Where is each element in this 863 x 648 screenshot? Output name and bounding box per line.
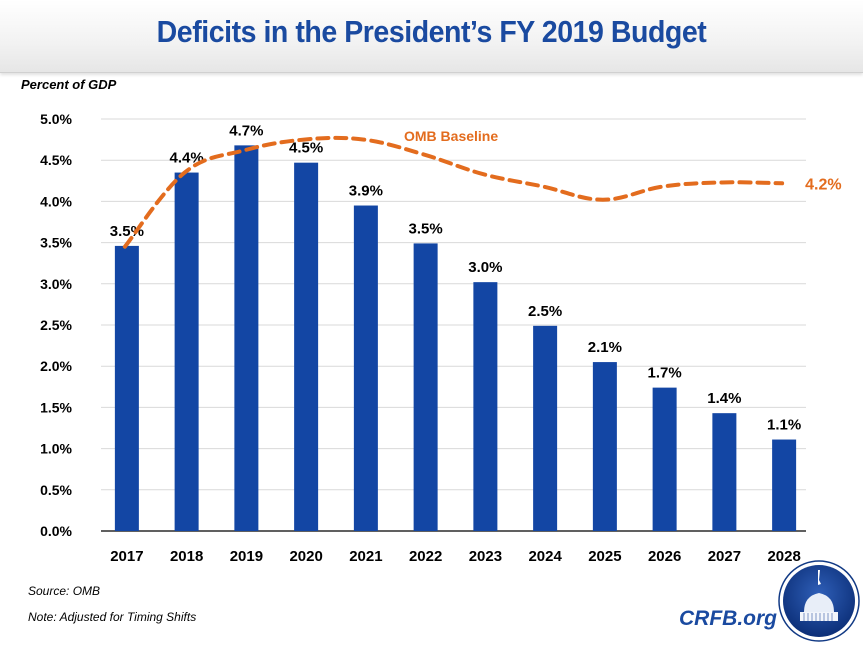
omb-baseline-end-label: 4.2% xyxy=(805,176,841,193)
chart-title: Deficits in the President’s FY 2019 Budg… xyxy=(156,14,707,49)
y-tick-label: 1.0% xyxy=(40,441,72,457)
bar xyxy=(294,162,319,531)
x-tick-label: 2023 xyxy=(469,548,502,565)
bar-data-label: 1.7% xyxy=(648,365,682,382)
data-labels: 3.5% 4.4% 4.7% 4.5% 3.9% 3.5% 3.0% 2.5% 2.1% 1.7%… xyxy=(110,122,801,433)
brand-link[interactable]: CRFB.org xyxy=(679,607,777,630)
x-axis-ticks: 2017 2018 2019 2020 2021 2022 2023 2024 2025 2026… xyxy=(110,548,801,565)
x-tick-label: 2024 xyxy=(528,548,562,565)
x-tick-label: 2025 xyxy=(588,548,621,565)
y-tick-label: 4.5% xyxy=(40,152,72,168)
bar xyxy=(234,145,259,532)
bar-data-label: 3.5% xyxy=(110,223,144,240)
bar-data-label: 1.4% xyxy=(707,390,741,407)
x-tick-label: 2021 xyxy=(349,548,382,565)
timing-note: Note: Adjusted for Timing Shifts xyxy=(28,610,197,624)
x-tick-label: 2020 xyxy=(289,548,322,565)
y-tick-label: 1.5% xyxy=(40,399,72,415)
omb-baseline-line-group: OMB Baseline 4.2% xyxy=(122,128,842,249)
bar xyxy=(413,243,438,531)
bar-data-label: 3.5% xyxy=(409,220,443,237)
bar-data-label: 3.9% xyxy=(349,183,383,200)
bar-data-label: 2.5% xyxy=(528,303,562,320)
x-tick-label: 2026 xyxy=(648,548,681,565)
bars xyxy=(114,145,797,532)
y-tick-label: 5.0% xyxy=(40,111,72,127)
title-banner: Deficits in the President’s FY 2019 Budg… xyxy=(0,0,863,73)
bar xyxy=(592,362,617,531)
y-tick-label: 0.5% xyxy=(40,482,72,498)
bar xyxy=(473,282,498,531)
y-axis-ticks: 0.0% 0.5% 1.0% 1.5% 2.0% 2.5% 3.0% 3.5% 4.0% 4.5%… xyxy=(40,111,72,539)
source-note: Source: OMB xyxy=(28,584,101,598)
omb-baseline-line xyxy=(122,135,785,249)
x-tick-label: 2019 xyxy=(230,548,263,565)
bar xyxy=(772,439,797,531)
y-tick-label: 3.0% xyxy=(40,276,72,292)
bar-data-label: 2.1% xyxy=(588,339,622,356)
bar xyxy=(533,325,558,531)
x-tick-label: 2027 xyxy=(708,548,741,565)
gridlines xyxy=(101,118,806,532)
bar xyxy=(174,172,199,531)
bar-data-label: 4.7% xyxy=(229,122,263,139)
capitol-dome-seal-icon xyxy=(778,560,860,642)
y-axis-unit-label: Percent of GDP xyxy=(21,77,117,92)
x-tick-label: 2017 xyxy=(110,548,143,565)
y-tick-label: 2.0% xyxy=(40,358,72,374)
bar xyxy=(652,387,677,531)
bar-data-label: 3.0% xyxy=(468,259,502,276)
bar-data-label: 4.4% xyxy=(170,150,204,167)
y-tick-label: 2.5% xyxy=(40,317,72,333)
bar-data-label: 1.1% xyxy=(767,417,801,434)
omb-baseline-annotation: OMB Baseline xyxy=(404,128,498,144)
y-tick-label: 3.5% xyxy=(40,235,72,251)
y-tick-label: 4.0% xyxy=(40,193,72,209)
x-tick-label: 2022 xyxy=(409,548,442,565)
y-tick-label: 0.0% xyxy=(40,523,72,539)
bar xyxy=(353,205,378,531)
bar xyxy=(712,413,737,531)
bar-data-label: 4.5% xyxy=(289,140,323,157)
x-tick-label: 2018 xyxy=(170,548,203,565)
bar xyxy=(114,245,139,531)
x-tick-label: 2028 xyxy=(767,548,800,565)
